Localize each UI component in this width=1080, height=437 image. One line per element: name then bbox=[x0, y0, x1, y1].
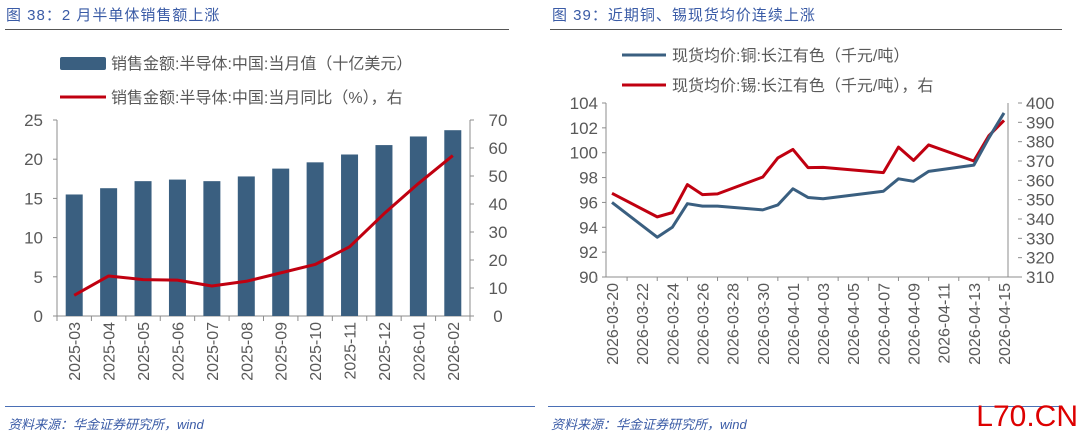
y2-tick-label: 30 bbox=[489, 223, 508, 242]
bar-2025-08 bbox=[237, 176, 255, 316]
bar-2025-11 bbox=[341, 154, 359, 316]
y2-tick-label: 360 bbox=[1026, 171, 1054, 190]
x-tick-label: 2026-03-20 bbox=[605, 283, 622, 365]
x-tick-label: 2025-11 bbox=[343, 322, 360, 380]
right-source-note: 资料来源：华金证券研究所，wind bbox=[551, 417, 747, 432]
y2-tick-label: 390 bbox=[1026, 113, 1054, 132]
y-tick-label: 25 bbox=[24, 111, 43, 130]
x-tick-label: 2026-03-24 bbox=[665, 283, 682, 365]
x-tick-label: 2025-06 bbox=[170, 322, 187, 381]
x-tick-label: 2026-04-13 bbox=[967, 283, 984, 365]
y2-tick-label: 340 bbox=[1026, 210, 1054, 229]
legend-bar-label: 销售金额:半导体:中国:当月值（十亿美元） bbox=[111, 55, 412, 73]
y2-tick-label: 350 bbox=[1026, 191, 1054, 210]
x-tick-label: 2026-04-09 bbox=[907, 283, 924, 365]
copper-price-line bbox=[611, 112, 1006, 239]
y2-tick-label: 380 bbox=[1026, 133, 1054, 152]
x-tick-label: 2026-04-01 bbox=[786, 283, 803, 365]
y2-tick-label: 310 bbox=[1026, 268, 1054, 287]
x-tick-label: 2026-02 bbox=[446, 322, 463, 381]
bar-2025-05 bbox=[134, 181, 152, 316]
yoy-line bbox=[73, 154, 454, 297]
x-tick-label: 2026-04-03 bbox=[816, 283, 833, 365]
x-tick-label: 2025-10 bbox=[308, 322, 325, 381]
x-tick-label: 2026-04-05 bbox=[846, 283, 863, 365]
y2-tick-label: 40 bbox=[489, 195, 508, 214]
y2-tick-label: 370 bbox=[1026, 152, 1054, 171]
x-tick-label: 2026-03-22 bbox=[635, 283, 652, 365]
y2-tick-label: 320 bbox=[1026, 249, 1054, 268]
y2-tick-label: 330 bbox=[1026, 229, 1054, 248]
left-title-divider bbox=[5, 29, 509, 30]
left-source-note: 资料来源：华金证券研究所，wind bbox=[8, 417, 204, 432]
right-title-divider bbox=[550, 29, 1062, 30]
y2-tick-label: 400 bbox=[1026, 94, 1054, 113]
y-tick-label: 20 bbox=[24, 150, 43, 169]
y-tick-label: 96 bbox=[579, 193, 598, 212]
y2-tick-label: 60 bbox=[489, 139, 508, 158]
y-tick-label: 90 bbox=[579, 268, 598, 287]
bar-2025-04 bbox=[100, 188, 118, 316]
tin-price-line bbox=[611, 119, 1006, 219]
bar-2026-02 bbox=[444, 130, 462, 316]
legend-line-label: 销售金额:半导体:中国:当月同比（%），右 bbox=[111, 89, 403, 107]
y-tick-label: 102 bbox=[570, 119, 598, 138]
right-source-divider bbox=[548, 406, 1060, 407]
x-tick-label: 2026-03-28 bbox=[726, 283, 743, 365]
x-tick-label: 2025-03 bbox=[67, 322, 84, 381]
bar-2025-07 bbox=[203, 181, 221, 316]
y-tick-label: 5 bbox=[34, 268, 43, 287]
right-chart-title: 图 39：近期铜、锡现货均价连续上涨 bbox=[552, 7, 816, 24]
x-tick-label: 2025-07 bbox=[205, 322, 222, 381]
y-tick-label: 94 bbox=[579, 218, 598, 237]
y-tick-label: 104 bbox=[570, 94, 598, 113]
x-tick-label: 2025-12 bbox=[377, 322, 394, 381]
y2-tick-label: 20 bbox=[489, 251, 508, 270]
bar-2026-01 bbox=[409, 136, 427, 316]
x-tick-label: 2025-09 bbox=[274, 322, 291, 381]
y-tick-label: 98 bbox=[579, 169, 598, 188]
x-tick-label: 2025-08 bbox=[239, 322, 256, 381]
legend-copper-label: 现货均价:铜:长江有色（千元/吨） bbox=[672, 47, 909, 65]
x-tick-label: 2026-03-30 bbox=[756, 283, 773, 365]
left-chart-title: 图 38：2 月半单体销售额上涨 bbox=[6, 7, 221, 24]
x-tick-label: 2026-04-15 bbox=[997, 283, 1014, 365]
left-source-divider bbox=[5, 406, 535, 407]
y-tick-label: 92 bbox=[579, 243, 598, 262]
x-tick-label: 2026-03-26 bbox=[695, 283, 712, 365]
x-tick-label: 2026-04-07 bbox=[876, 283, 893, 365]
bar-2025-06 bbox=[168, 179, 186, 316]
bar-2025-10 bbox=[306, 162, 324, 316]
y2-tick-label: 50 bbox=[489, 167, 508, 186]
y2-tick-label: 0 bbox=[493, 307, 502, 326]
x-tick-label: 2025-05 bbox=[136, 322, 153, 381]
y-tick-label: 10 bbox=[24, 229, 43, 248]
y2-tick-label: 70 bbox=[489, 111, 508, 130]
y-tick-label: 0 bbox=[34, 307, 43, 326]
y-tick-label: 15 bbox=[24, 189, 43, 208]
bar-2025-09 bbox=[272, 168, 290, 316]
legend-tin-label: 现货均价:锡:长江有色（千元/吨），右 bbox=[672, 77, 933, 95]
legend-bar-swatch bbox=[60, 57, 106, 70]
x-tick-label: 2026-01 bbox=[411, 322, 428, 381]
y-tick-label: 100 bbox=[570, 144, 598, 163]
watermark: L70.CN bbox=[976, 400, 1078, 433]
bar-2025-03 bbox=[65, 194, 83, 316]
bar-2025-12 bbox=[375, 145, 393, 316]
x-tick-label: 2025-04 bbox=[102, 322, 119, 381]
y2-tick-label: 10 bbox=[489, 279, 508, 298]
x-tick-label: 2026-04-11 bbox=[937, 283, 954, 364]
